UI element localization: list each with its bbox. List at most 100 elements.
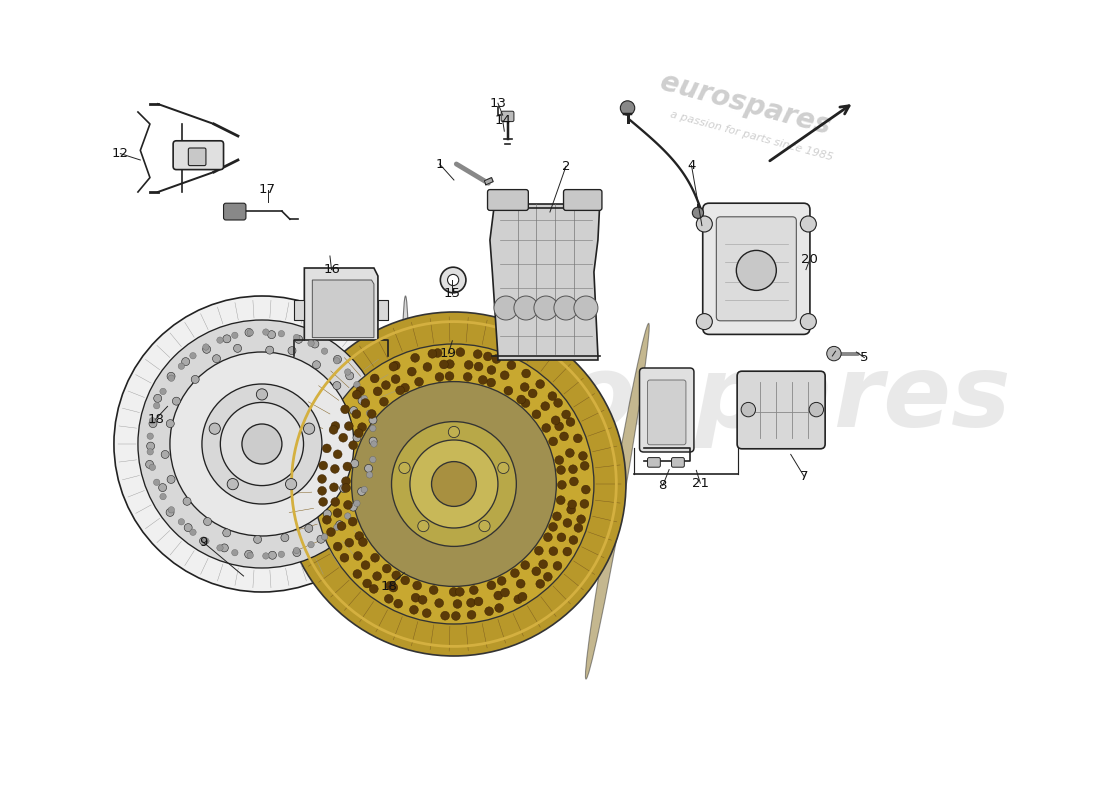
- Circle shape: [294, 547, 299, 554]
- Circle shape: [484, 352, 493, 361]
- Circle shape: [282, 312, 626, 656]
- Circle shape: [543, 533, 552, 542]
- Circle shape: [220, 544, 229, 552]
- Circle shape: [352, 382, 557, 586]
- Circle shape: [371, 441, 377, 447]
- Circle shape: [371, 374, 380, 383]
- Circle shape: [466, 598, 475, 607]
- Circle shape: [543, 572, 552, 581]
- Circle shape: [354, 500, 360, 506]
- Circle shape: [464, 361, 473, 370]
- Circle shape: [541, 402, 550, 410]
- Circle shape: [308, 340, 315, 346]
- Circle shape: [361, 395, 367, 402]
- Circle shape: [232, 332, 238, 338]
- Circle shape: [354, 382, 360, 388]
- Circle shape: [338, 522, 346, 530]
- Circle shape: [349, 441, 358, 450]
- Circle shape: [449, 587, 458, 596]
- Circle shape: [554, 456, 563, 465]
- Circle shape: [520, 561, 529, 570]
- Circle shape: [319, 498, 328, 506]
- Circle shape: [536, 380, 544, 389]
- Circle shape: [736, 250, 777, 290]
- Circle shape: [294, 334, 299, 341]
- Circle shape: [333, 358, 340, 364]
- Circle shape: [399, 462, 410, 474]
- Circle shape: [327, 528, 336, 537]
- Circle shape: [563, 547, 572, 556]
- Circle shape: [418, 595, 427, 604]
- Circle shape: [468, 610, 476, 619]
- Circle shape: [514, 595, 522, 604]
- Circle shape: [370, 437, 377, 445]
- FancyBboxPatch shape: [563, 190, 602, 210]
- Circle shape: [359, 538, 367, 546]
- Circle shape: [199, 537, 208, 545]
- Circle shape: [245, 329, 253, 337]
- Circle shape: [441, 611, 450, 620]
- Circle shape: [485, 607, 494, 616]
- Circle shape: [696, 216, 713, 232]
- Text: 2: 2: [562, 160, 570, 173]
- Circle shape: [166, 509, 174, 517]
- Circle shape: [333, 509, 342, 518]
- Circle shape: [392, 571, 400, 580]
- Circle shape: [558, 481, 566, 490]
- Circle shape: [353, 551, 362, 560]
- Text: 18: 18: [147, 413, 164, 426]
- Text: 15: 15: [443, 287, 461, 300]
- Circle shape: [190, 529, 196, 535]
- FancyBboxPatch shape: [648, 458, 660, 467]
- Circle shape: [554, 296, 578, 320]
- Circle shape: [552, 512, 561, 521]
- Circle shape: [696, 314, 713, 330]
- Circle shape: [322, 444, 331, 453]
- Polygon shape: [305, 268, 378, 340]
- Polygon shape: [484, 178, 493, 185]
- Circle shape: [455, 587, 464, 596]
- Text: 17: 17: [258, 183, 276, 196]
- Circle shape: [286, 478, 297, 490]
- Circle shape: [173, 397, 180, 405]
- Circle shape: [446, 360, 454, 369]
- Circle shape: [349, 503, 358, 511]
- FancyBboxPatch shape: [188, 148, 206, 166]
- Circle shape: [217, 545, 223, 551]
- Circle shape: [340, 554, 349, 562]
- Circle shape: [412, 581, 421, 590]
- Circle shape: [351, 459, 359, 467]
- Text: 1: 1: [436, 158, 443, 170]
- FancyBboxPatch shape: [703, 203, 810, 334]
- Circle shape: [330, 465, 339, 474]
- Circle shape: [358, 422, 366, 431]
- Circle shape: [278, 551, 285, 558]
- Circle shape: [329, 426, 338, 434]
- Circle shape: [827, 346, 842, 361]
- Circle shape: [574, 523, 583, 532]
- Circle shape: [158, 483, 166, 491]
- Circle shape: [487, 366, 496, 374]
- Circle shape: [202, 344, 209, 350]
- Text: 20: 20: [802, 253, 818, 266]
- Circle shape: [361, 486, 367, 493]
- Polygon shape: [490, 204, 600, 360]
- Circle shape: [145, 461, 154, 469]
- Circle shape: [323, 510, 331, 518]
- Circle shape: [473, 350, 482, 358]
- Circle shape: [358, 487, 365, 495]
- Circle shape: [424, 362, 432, 371]
- Circle shape: [446, 372, 454, 381]
- Circle shape: [574, 296, 598, 320]
- Circle shape: [620, 101, 635, 115]
- Circle shape: [232, 550, 238, 556]
- Circle shape: [507, 361, 516, 370]
- Circle shape: [341, 405, 350, 414]
- Circle shape: [343, 501, 352, 510]
- Circle shape: [339, 434, 348, 442]
- Circle shape: [114, 296, 410, 592]
- Circle shape: [352, 410, 361, 418]
- Circle shape: [581, 462, 590, 470]
- Circle shape: [382, 381, 390, 390]
- Circle shape: [534, 296, 558, 320]
